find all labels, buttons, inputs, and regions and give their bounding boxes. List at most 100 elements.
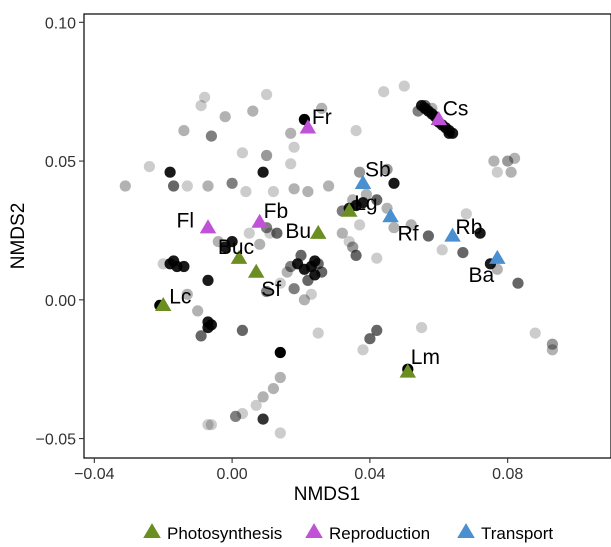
background-point <box>247 105 259 117</box>
marker-lc <box>154 297 172 312</box>
x-axis: −0.04 0.00 0.04 0.08 <box>74 458 523 483</box>
background-point <box>226 177 238 189</box>
background-point <box>274 277 286 289</box>
background-point <box>192 305 204 317</box>
point-label-lg: Lg <box>354 192 377 215</box>
background-point <box>236 324 248 336</box>
marker-lm <box>399 363 417 378</box>
y-tick-label: 0.05 <box>45 154 76 171</box>
marker-ba <box>489 249 506 264</box>
background-point <box>157 258 169 270</box>
background-point <box>491 166 503 178</box>
background-point <box>508 152 521 164</box>
x-tick-label: 0.00 <box>217 466 248 483</box>
background-point <box>371 324 383 336</box>
background-point <box>219 111 231 123</box>
background-point <box>336 227 348 239</box>
y-tick-label: −0.05 <box>36 432 77 449</box>
background-point <box>388 177 400 189</box>
background-point <box>181 180 193 192</box>
background-point <box>178 125 190 137</box>
point-label-fr: Fr <box>312 106 332 129</box>
background-point <box>267 383 279 395</box>
marker-sb <box>354 174 372 189</box>
x-axis-title: NMDS1 <box>294 484 361 505</box>
marker-rb <box>444 227 461 242</box>
background-point <box>267 186 279 198</box>
background-point <box>474 227 486 239</box>
background-point <box>436 244 448 256</box>
point-label-sb: Sb <box>365 158 391 181</box>
background-point <box>416 322 428 334</box>
background-point <box>350 125 362 137</box>
background-point <box>271 227 283 239</box>
marker-bu <box>309 224 327 239</box>
background-point <box>243 227 255 239</box>
background-point <box>343 236 355 248</box>
plot-panel <box>83 13 611 459</box>
marker-fl <box>199 219 217 234</box>
legend-label: Photosynthesis <box>167 524 282 543</box>
background-point <box>202 180 214 192</box>
background-point <box>257 391 269 403</box>
background-point <box>323 180 335 192</box>
background-point <box>316 266 328 278</box>
background-point <box>350 199 362 212</box>
labeled-markers: Lc Buc Sf Bu Lg Lm Fr Cs Fl Fb Sb Rf Rb Ba <box>154 97 506 378</box>
background-point <box>261 88 273 101</box>
background-point <box>212 236 224 248</box>
background-point <box>143 161 155 173</box>
background-point <box>298 294 310 306</box>
background-point <box>398 80 410 92</box>
background-point <box>381 163 393 175</box>
background-point <box>502 155 514 167</box>
background-points <box>119 80 559 439</box>
background-point <box>254 238 266 250</box>
legend-label: Reproduction <box>329 524 430 543</box>
background-point <box>164 166 176 178</box>
background-point <box>412 105 424 117</box>
background-point <box>347 241 359 253</box>
background-point <box>261 149 273 162</box>
background-point <box>488 155 500 167</box>
marker-buc <box>230 249 248 264</box>
background-point <box>257 166 269 178</box>
x-tick-label: 0.04 <box>354 466 385 483</box>
background-point <box>316 102 328 114</box>
background-point <box>295 249 307 261</box>
marker-lg <box>340 202 358 217</box>
marker-fb <box>251 213 268 228</box>
background-point <box>181 288 193 300</box>
marker-fr <box>299 119 317 134</box>
x-tick-label: 0.08 <box>492 466 523 483</box>
background-point <box>529 327 541 339</box>
background-point <box>302 274 314 286</box>
background-point <box>202 274 214 286</box>
background-point <box>195 330 207 342</box>
background-point <box>371 252 383 264</box>
background-point <box>250 399 262 411</box>
background-point <box>178 260 190 273</box>
point-label-lc: Lc <box>169 285 191 308</box>
background-point <box>261 285 273 298</box>
background-point <box>202 419 214 431</box>
background-point <box>205 130 217 142</box>
background-point <box>285 127 297 139</box>
background-point <box>199 91 211 103</box>
background-point <box>447 127 459 139</box>
point-label-rb: Rb <box>456 216 483 239</box>
background-point <box>264 227 276 239</box>
background-point <box>288 141 300 153</box>
background-point <box>357 344 369 356</box>
point-label-fb: Fb <box>264 200 289 223</box>
point-label-ba: Ba <box>468 264 494 287</box>
background-point <box>350 249 362 261</box>
background-point <box>302 186 314 198</box>
point-label-lm: Lm <box>411 346 440 369</box>
background-point <box>202 322 214 334</box>
background-point <box>371 194 383 206</box>
y-axis: −0.05 0.00 0.05 0.10 <box>36 15 84 449</box>
y-axis-title: NMDS2 <box>8 203 29 270</box>
point-label-sf: Sf <box>261 278 281 301</box>
